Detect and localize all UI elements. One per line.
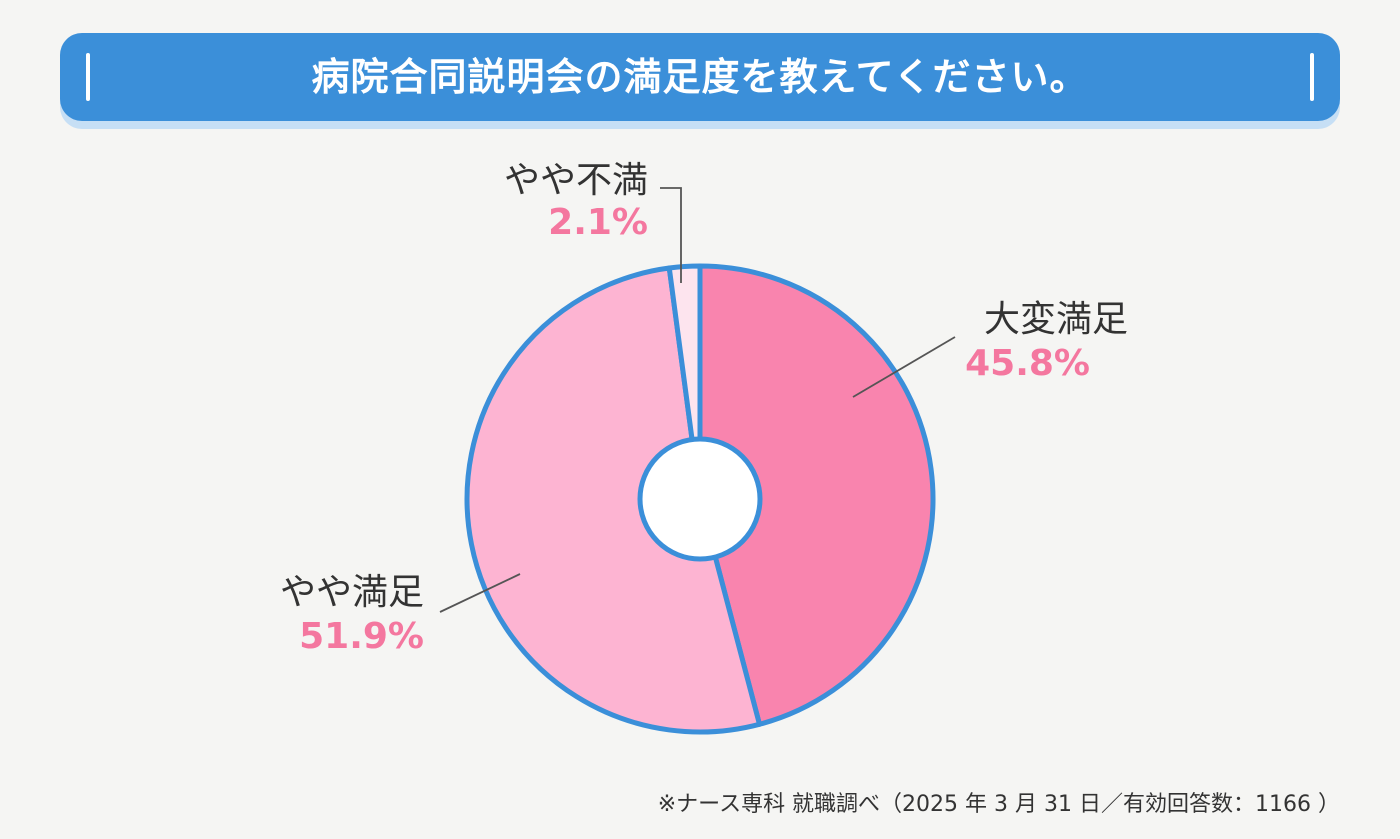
chart-title: 病院合同説明会の満足度を教えてください。 [311, 55, 1089, 99]
title-banner: 病院合同説明会の満足度を教えてください。 [60, 33, 1340, 121]
slice-1 [464, 265, 762, 735]
slice-0 [697, 263, 936, 727]
slices-group [464, 263, 936, 735]
leader-line-1 [439, 573, 521, 613]
title-right-bar [1310, 53, 1314, 101]
leader-line-0 [852, 336, 956, 398]
category-label-0: 大変満足 [984, 299, 1128, 340]
value-label-2: 2.1% [548, 202, 648, 243]
value-label-0: 45.8% [965, 343, 1090, 384]
source-note: ※ナース専科 就職調べ（2025 年 3 月 31 日／有効回答数：1166 ） [657, 792, 1340, 817]
category-label-1: やや満足 [280, 572, 424, 613]
value-label-1: 51.9% [299, 616, 424, 657]
leader-line-2 [660, 187, 682, 283]
category-label-2: やや不満 [504, 160, 648, 201]
leader-lines [439, 187, 956, 613]
donut-hole [637, 436, 763, 562]
title-left-bar [86, 53, 90, 101]
